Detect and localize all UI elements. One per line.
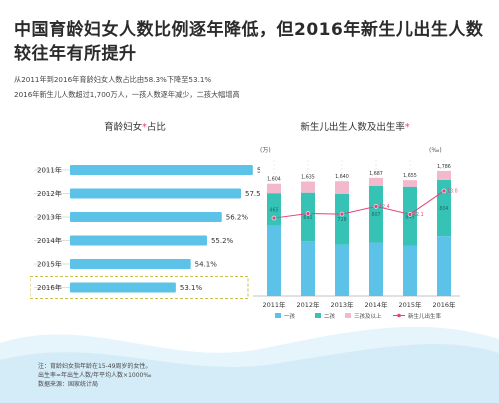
segment-label: 804 <box>439 206 448 212</box>
bar-segment <box>267 183 281 194</box>
bar <box>70 212 222 222</box>
value-label: 58.3% <box>257 167 260 175</box>
segment-label: 465 <box>269 207 278 213</box>
bar-segment <box>301 241 315 296</box>
legend-label: 新生儿出生率 <box>408 312 442 320</box>
category-label: 2016年 <box>37 283 62 292</box>
note-formula: 出生率=年出生人数/年平均人数×1000‰ <box>38 372 152 379</box>
category-label: 2011年 <box>37 166 62 175</box>
total-label: 1,635 <box>301 175 315 181</box>
legend-swatch <box>315 313 321 318</box>
category-label: 2015年 <box>37 260 62 269</box>
x-tick-label: 2013年 <box>330 300 354 309</box>
bar-segment <box>369 242 383 296</box>
legend-label: 二孩 <box>324 312 336 320</box>
bar-segment <box>335 244 349 296</box>
birth-rate-point <box>271 215 277 221</box>
note-source: 数据来源：国家统计局 <box>38 381 99 388</box>
total-label: 1,604 <box>267 177 281 183</box>
legend-label: 一孩 <box>284 312 296 320</box>
legend-label: 三孩及以上 <box>354 312 382 320</box>
x-tick-label: 2012年 <box>296 300 320 309</box>
bar <box>70 188 241 199</box>
legend-swatch <box>275 313 281 318</box>
value-label: 54.1% <box>195 261 218 269</box>
bar-segment <box>437 179 451 237</box>
birth-rate-point <box>407 212 413 217</box>
total-label: 1,655 <box>403 173 417 179</box>
birth-rate-point <box>339 211 345 217</box>
bar-segment <box>335 181 349 194</box>
bar-segment <box>369 177 383 186</box>
segment-label: 691 <box>303 215 312 221</box>
background-wave <box>0 326 499 403</box>
x-tick-label: 2014年 <box>364 300 388 309</box>
x-tick-label: 2015年 <box>398 300 422 309</box>
subtitle-line-2: 2016年新生儿人数超过1,700万人，一孩人数逐年减少，二孩大幅增高 <box>14 90 240 99</box>
right-unit-label: (‰) <box>429 147 442 154</box>
birth-rate-point <box>305 211 311 216</box>
bar-segment <box>403 180 417 187</box>
birth-rate-label: 12.4 <box>379 204 390 210</box>
bar-segment <box>369 185 383 243</box>
total-label: 1,640 <box>335 174 349 180</box>
category-label: 2013年 <box>37 213 62 222</box>
value-label: 55.2% <box>211 237 234 245</box>
birth-rate-label: 13.0 <box>447 188 458 194</box>
birth-rate-point <box>373 204 379 209</box>
segment-label: 807 <box>371 212 380 218</box>
birth-rate-label: 12.1 <box>413 212 424 218</box>
right-combo-chart: (万) (‰) 465 1,604 2011年 691 1,635 2012年 728 1,640… <box>253 147 460 320</box>
category-label: 2014年 <box>37 236 62 245</box>
category-label: 2012年 <box>37 189 62 198</box>
total-label: 1,687 <box>369 171 383 177</box>
bar-segment <box>301 181 315 193</box>
x-tick-label: 2011年 <box>262 300 286 309</box>
bar <box>70 235 207 246</box>
bar-segment <box>301 192 315 242</box>
bar-segment <box>403 245 417 296</box>
value-label: 56.2% <box>226 214 249 222</box>
left-chart-title: 育龄妇女*占比 <box>104 122 166 133</box>
birth-rate-line <box>273 190 445 219</box>
legend-swatch <box>345 313 351 318</box>
page-title: 中国育龄妇女人数比例逐年降低，但2016年新生儿出生人数较往年有所提升 <box>14 20 484 64</box>
total-label: 1,786 <box>437 164 451 170</box>
subtitle-line-1: 从2011年到2016年育龄妇女人数占比由58.3%下降至53.1% <box>14 75 212 84</box>
bar <box>70 282 176 293</box>
segment-label: 845 <box>405 214 414 220</box>
notes: 注：育龄妇女指年龄在15-49周岁的女性。 出生率=年出生人数/年平均人数×10… <box>38 362 151 389</box>
bar-segment <box>437 170 451 180</box>
bar <box>70 259 191 269</box>
right-chart-title: 新生儿出生人数及出生率* <box>300 122 410 133</box>
value-label: 53.1% <box>180 284 203 292</box>
birth-rate-point <box>441 188 447 194</box>
left-bar-chart: 2011年 58.3% 2012年 57.5% 2013年 56.2% 2014年 55.2%… <box>30 165 260 299</box>
segment-label: 728 <box>337 217 346 223</box>
note-definition: 注：育龄妇女指年龄在15-49周岁的女性。 <box>38 363 152 370</box>
left-unit-label: (万) <box>260 147 271 154</box>
bar-segment <box>335 193 349 245</box>
bar-segment <box>267 225 281 296</box>
x-tick-label: 2016年 <box>432 300 456 309</box>
legend-marker <box>397 313 401 318</box>
bar-segment <box>437 236 451 296</box>
bar <box>70 165 253 175</box>
value-label: 57.5% <box>245 190 260 198</box>
